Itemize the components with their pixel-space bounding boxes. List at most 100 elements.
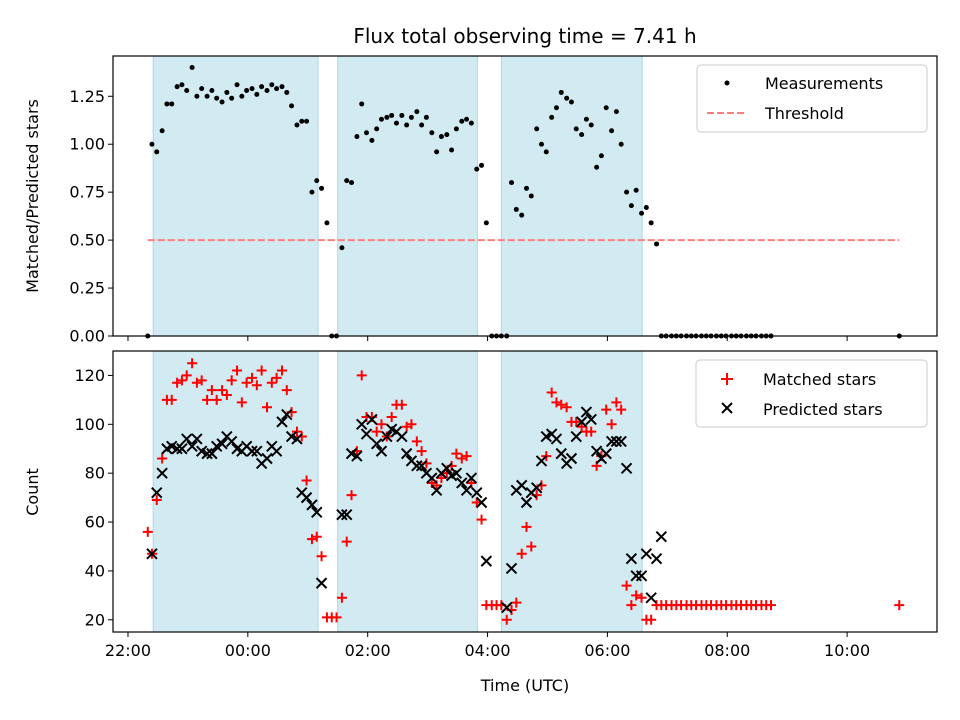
predicted-stars-point — [251, 445, 263, 457]
matched-stars-point — [226, 375, 237, 386]
count-y-tick-label: 20 — [85, 610, 105, 629]
measurement-point — [224, 89, 230, 95]
measurement-point — [378, 116, 384, 122]
count-plot-area — [142, 350, 905, 633]
measurement-point — [359, 101, 365, 107]
matched-stars-point — [271, 372, 282, 383]
measurement-point — [414, 109, 420, 115]
predicted-stars-point — [515, 479, 528, 492]
matched-stars-point — [626, 600, 637, 611]
measurement-point — [549, 114, 555, 120]
matched-stars-point — [376, 419, 387, 430]
ratio-y-tick-label: 0.00 — [69, 327, 105, 346]
count-observing-window — [337, 350, 478, 633]
measurement-point — [154, 149, 160, 155]
count-y-tick-label: 40 — [85, 561, 105, 580]
measurement-point — [564, 95, 570, 101]
predicted-stars-point — [471, 487, 483, 499]
predicted-stars-point — [151, 487, 163, 499]
predicted-stars-point — [171, 443, 183, 455]
predicted-stars-point — [460, 484, 473, 496]
measurement-point — [363, 130, 369, 136]
ratio-legend-box — [696, 64, 928, 133]
matched-stars-point — [476, 514, 487, 525]
count-y-tick-label: 80 — [85, 464, 105, 483]
measurement-point — [229, 95, 235, 101]
predicted-stars-point — [306, 499, 318, 511]
matched-stars-point — [646, 614, 657, 625]
matched-stars-point — [601, 404, 612, 415]
count-panel: 20 40 60 80 100 120 22:00 00:00 02:00 04:00 06:00 0… — [23, 350, 938, 695]
predicted-stars-point — [625, 552, 638, 565]
measurement-point — [444, 132, 450, 138]
matched-stars-point — [616, 404, 627, 415]
measurement-point — [459, 118, 465, 124]
matched-stars-point — [416, 446, 427, 457]
count-axes-frame — [112, 350, 938, 633]
ratio-observing-window — [500, 55, 643, 337]
count-y-tick-label: 60 — [85, 513, 105, 532]
predicted-stars-point — [336, 509, 348, 521]
predicted-stars-point — [415, 460, 428, 472]
ratio-observing-window — [152, 55, 319, 337]
predicted-stars-point — [315, 577, 328, 589]
measurement-point — [299, 118, 305, 124]
predicted-stars-point — [426, 472, 438, 484]
measurement-point — [259, 84, 265, 90]
matched-stars-point — [436, 473, 447, 484]
predicted-stars-point — [505, 562, 518, 575]
predicted-stars-point — [191, 433, 203, 445]
matched-stars-point — [471, 497, 482, 508]
predicted-stars-point — [300, 491, 313, 504]
matched-stars-point — [631, 590, 642, 601]
predicted-stars-point — [501, 601, 513, 614]
predicted-stars-point — [381, 430, 393, 443]
measurement-point — [613, 109, 619, 115]
matched-stars-point — [256, 365, 267, 376]
x-tick-label: 06:00 — [584, 641, 630, 660]
chart-title: Flux total observing time = 7.41 h — [353, 24, 696, 48]
predicted-stars-point — [146, 548, 158, 560]
matched-stars-point — [262, 402, 273, 413]
predicted-stars-point — [535, 455, 548, 467]
matched-stars-point — [461, 451, 472, 462]
ratio-y-label: Matched/Predicted stars — [23, 99, 42, 293]
measurement-point — [643, 205, 649, 211]
predicted-stars-point — [411, 460, 423, 472]
legend-threshold-label: Threshold — [764, 104, 844, 123]
matched-stars-point — [196, 375, 207, 386]
measurement-point — [189, 65, 195, 71]
ratio-legend: Measurements Threshold — [696, 64, 928, 133]
predicted-stars-point — [186, 440, 198, 453]
count-y-tick-label: 120 — [74, 366, 105, 385]
x-tick-label: 10:00 — [824, 641, 870, 660]
matched-stars-point — [187, 358, 198, 369]
measurement-point — [558, 89, 564, 95]
measurement-point — [609, 128, 615, 134]
measurement-point — [209, 88, 215, 94]
measurement-point — [633, 187, 639, 193]
measurement-point — [304, 118, 310, 124]
measurement-point — [513, 206, 519, 212]
predicted-stars-point — [475, 496, 488, 509]
matched-stars-point — [341, 536, 352, 547]
legend-predicted-label: Predicted stars — [763, 400, 883, 419]
matched-stars-point — [606, 419, 617, 430]
count-y-label: Count — [23, 468, 42, 516]
measurement-point — [568, 99, 574, 105]
matched-stars-point — [516, 548, 527, 559]
measurement-point — [354, 134, 360, 140]
predicted-stars-point — [635, 570, 648, 582]
legend-measurement-marker — [724, 80, 730, 86]
matched-stars-point — [501, 614, 512, 625]
predicted-stars-point — [276, 416, 288, 428]
measurement-point — [194, 93, 200, 99]
predicted-stars-point — [281, 408, 293, 421]
predicted-stars-point — [620, 462, 633, 474]
legend-predicted-marker — [721, 402, 733, 414]
measurement-point — [289, 103, 295, 109]
measurement-point — [594, 164, 600, 170]
ratio-panel: 0.00 0.25 0.50 0.75 1.00 1.25 Matched/Predict… — [23, 55, 938, 346]
predicted-stars-point — [650, 552, 663, 565]
